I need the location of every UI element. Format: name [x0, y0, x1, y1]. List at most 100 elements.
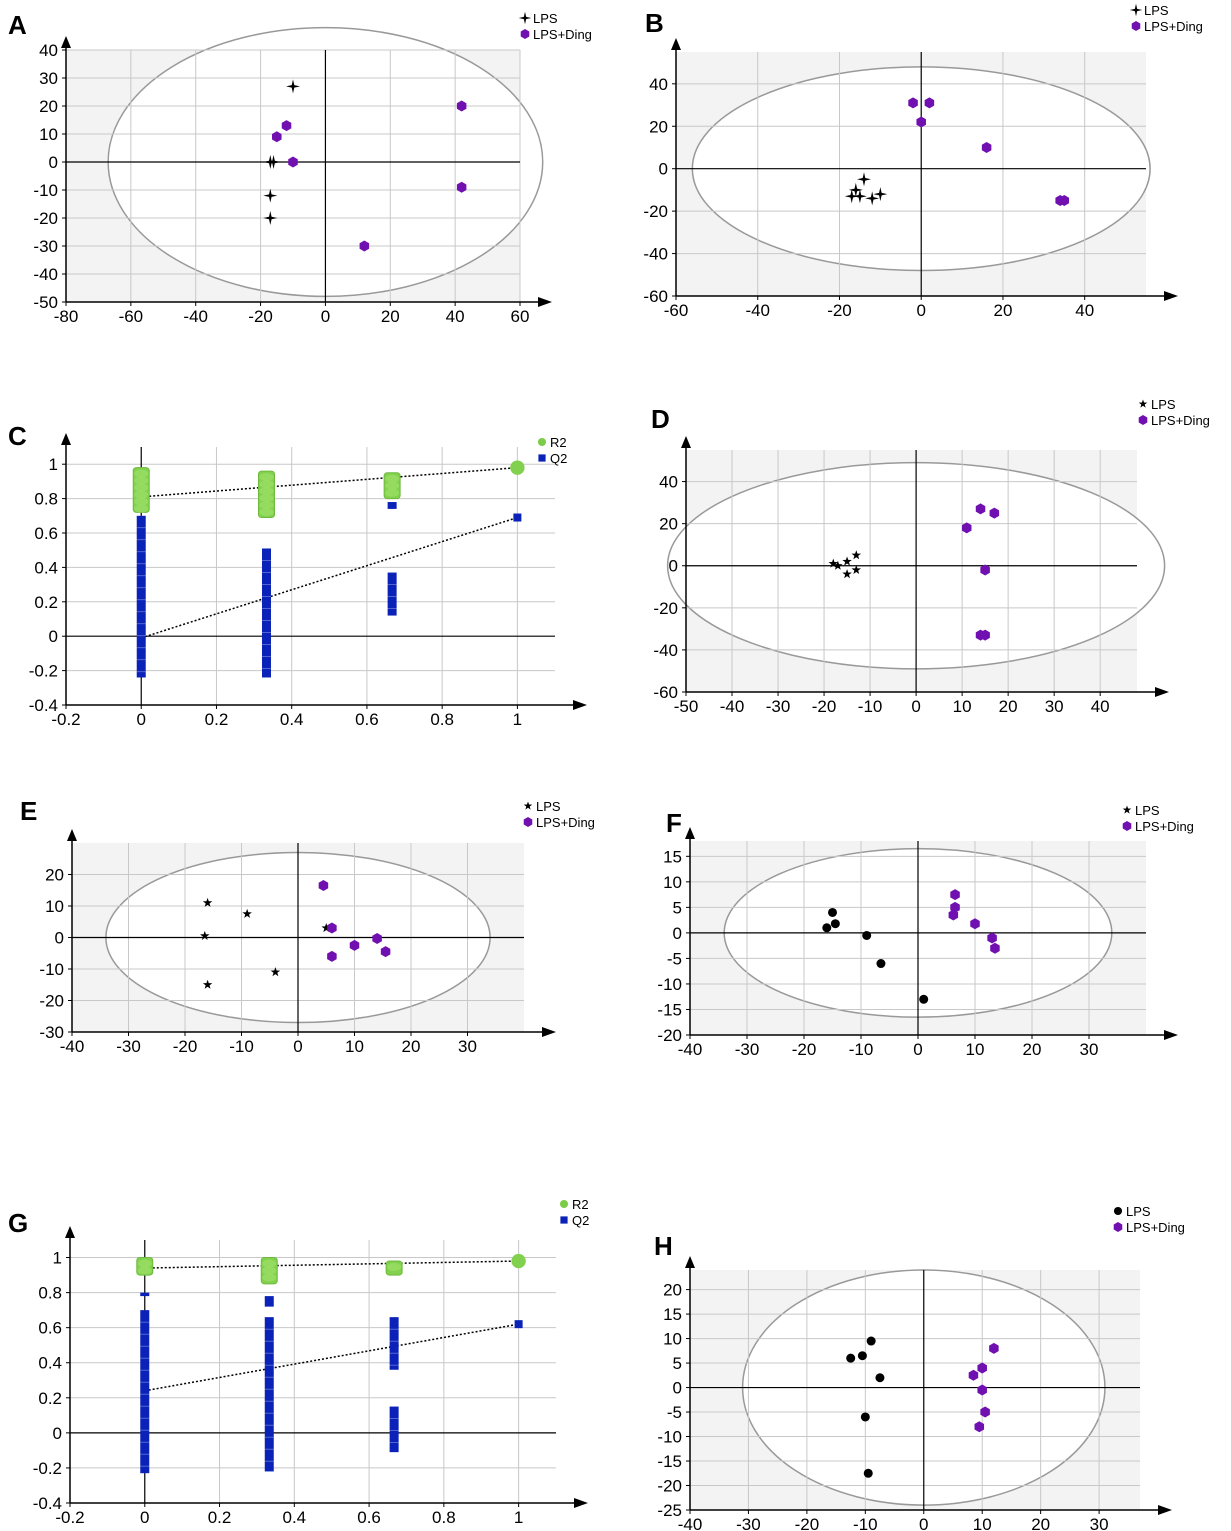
y-tick-label: 0.6	[38, 1319, 62, 1338]
data-point	[828, 907, 837, 917]
y-tick-label: 15	[663, 1305, 682, 1324]
data-point	[272, 131, 282, 143]
q2-column	[261, 548, 271, 678]
data-point	[977, 1384, 987, 1396]
y-tick-label: -0.4	[29, 696, 58, 715]
y-axis-arrow	[61, 433, 71, 445]
x-tick-label: 0.4	[280, 710, 304, 729]
x-tick-label: -50	[674, 697, 699, 716]
panel-letter: G	[8, 1208, 28, 1238]
legend-marker	[1138, 399, 1148, 408]
y-axis-arrow	[685, 1256, 695, 1268]
q2-original-point	[514, 1320, 523, 1329]
data-point	[987, 932, 997, 944]
data-point	[380, 946, 391, 958]
q2-original-point	[513, 513, 522, 522]
y-tick-label: -50	[33, 293, 58, 312]
r2-regression-line	[141, 466, 518, 498]
y-tick-label: 0.4	[34, 558, 58, 577]
legend-marker	[523, 801, 533, 810]
y-tick-label: 0.2	[38, 1389, 62, 1408]
x-tick-label: 0	[293, 1037, 302, 1056]
data-point	[916, 116, 926, 128]
y-axis-arrow	[65, 1226, 75, 1238]
x-tick-label: -60	[664, 301, 689, 320]
y-tick-label: -20	[33, 209, 58, 228]
data-point	[263, 188, 278, 203]
x-tick-label: 0	[913, 1040, 922, 1059]
legend-marker	[1129, 3, 1143, 17]
y-tick-label: -5	[667, 1403, 682, 1422]
r2-column-circle	[137, 1259, 152, 1268]
panel-a: -80 -60 -40 -20 0 20 40 60 -50 -40 -30 -20 -10 0 10 20 3…	[8, 10, 592, 326]
y-tick-label: 10	[39, 125, 58, 144]
x-tick-label: 1	[514, 1508, 523, 1527]
r2-column-circle	[259, 508, 274, 517]
y-tick-label: 10	[663, 1330, 682, 1349]
legend-label: LPS+Ding	[1126, 1220, 1185, 1235]
x-tick-label: -40	[720, 697, 745, 716]
y-tick-label: -40	[643, 245, 668, 264]
x-tick-label: 60	[511, 307, 530, 326]
data-point	[202, 897, 213, 907]
data-point	[980, 564, 990, 576]
x-tick-label: 0.6	[357, 1508, 381, 1527]
r2-column-circle	[134, 469, 149, 478]
x-tick-label: 40	[1075, 301, 1094, 320]
y-tick-label: 20	[663, 1281, 682, 1300]
data-point	[327, 922, 337, 934]
r2-column-circle	[134, 476, 149, 485]
x-tick-label: 20	[402, 1037, 421, 1056]
data-point	[857, 1351, 867, 1361]
y-tick-label: -0.2	[29, 662, 58, 681]
x-tick-label: 0.8	[432, 1508, 456, 1527]
data-point	[961, 522, 972, 534]
data-point	[948, 909, 959, 921]
x-tick-label: -20	[173, 1037, 198, 1056]
r2-column-circle	[262, 1259, 277, 1268]
x-tick-label: 10	[966, 1040, 985, 1059]
panel-letter: D	[651, 404, 670, 434]
legend-label: LPS	[533, 11, 558, 26]
y-tick-label: 0.6	[34, 524, 58, 543]
panel-g: -0.2 0 0.2 0.4 0.6 0.8 1-0.4-0.200.20.40.60.81…	[8, 1197, 589, 1527]
y-tick-label: 20	[39, 97, 58, 116]
r2-column-circle	[259, 487, 274, 496]
y-tick-label: 0	[53, 1424, 62, 1443]
y-tick-label: 0.2	[34, 593, 58, 612]
x-tick-label: 20	[1023, 1040, 1042, 1059]
data-point	[908, 97, 918, 109]
data-point	[288, 156, 298, 168]
panel-letter: F	[666, 808, 682, 838]
y-axis-arrow	[67, 829, 77, 841]
panel-d: -50 -40 -30 -20 -10 0 10 20 30 40 -60 -40 -20 0 20 40 D L…	[651, 397, 1210, 716]
x-tick-label: 40	[1091, 697, 1110, 716]
x-tick-label: -10	[849, 1040, 874, 1059]
legend-marker	[1122, 821, 1132, 831]
x-tick-label: -10	[853, 1515, 878, 1531]
panel-letter: C	[8, 421, 27, 451]
x-tick-label: 0	[140, 1508, 149, 1527]
legend-marker	[1131, 21, 1141, 31]
x-tick-label: -20	[795, 1515, 820, 1531]
data-point	[876, 959, 886, 969]
y-tick-label: 30	[39, 69, 58, 88]
legend-marker	[538, 454, 546, 462]
x-tick-label: 10	[953, 697, 972, 716]
y-tick-label: -0.2	[33, 1459, 62, 1478]
y-tick-label: 10	[663, 873, 682, 892]
y-tick-label: -15	[657, 1000, 682, 1019]
y-tick-label: -60	[653, 683, 678, 702]
y-tick-label: -40	[653, 641, 678, 660]
x-tick-label: -60	[119, 307, 144, 326]
x-tick-label: -80	[54, 307, 79, 326]
x-tick-label: 30	[1090, 1515, 1109, 1531]
legend-label: LPS	[1135, 803, 1160, 818]
r2-original-point	[511, 1253, 526, 1269]
x-tick-label: -30	[735, 1040, 760, 1059]
data-point	[1059, 195, 1070, 207]
q2-column	[140, 1292, 150, 1297]
y-tick-label: 40	[39, 41, 58, 60]
y-tick-label: 0	[659, 160, 668, 179]
